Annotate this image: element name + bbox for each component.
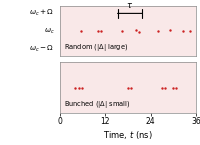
Text: $\omega_c$: $\omega_c$	[44, 27, 55, 36]
Point	[160, 87, 164, 89]
Point	[189, 30, 192, 32]
Point	[172, 87, 175, 89]
Point	[79, 30, 82, 32]
Point	[168, 29, 171, 31]
Point	[96, 30, 99, 32]
Text: Bunched ($|\Delta|$ small): Bunched ($|\Delta|$ small)	[64, 99, 131, 110]
Point	[138, 31, 141, 33]
Point	[163, 87, 167, 89]
Point	[129, 87, 133, 89]
Point	[74, 87, 77, 89]
X-axis label: Time, $t$ (ns): Time, $t$ (ns)	[103, 129, 153, 141]
Point	[126, 87, 130, 89]
Point	[181, 30, 184, 32]
Point	[157, 30, 160, 32]
Point	[175, 87, 178, 89]
Point	[80, 87, 84, 89]
Point	[99, 30, 102, 32]
Text: $\omega_c-\Omega$: $\omega_c-\Omega$	[29, 44, 55, 54]
Text: $\omega_c+\Omega$: $\omega_c+\Omega$	[29, 8, 55, 19]
Text: Random ($|\Delta|$ large): Random ($|\Delta|$ large)	[64, 42, 128, 53]
Text: $\tau$: $\tau$	[126, 1, 133, 10]
Point	[134, 29, 137, 31]
Point	[121, 30, 124, 32]
Point	[77, 87, 80, 89]
